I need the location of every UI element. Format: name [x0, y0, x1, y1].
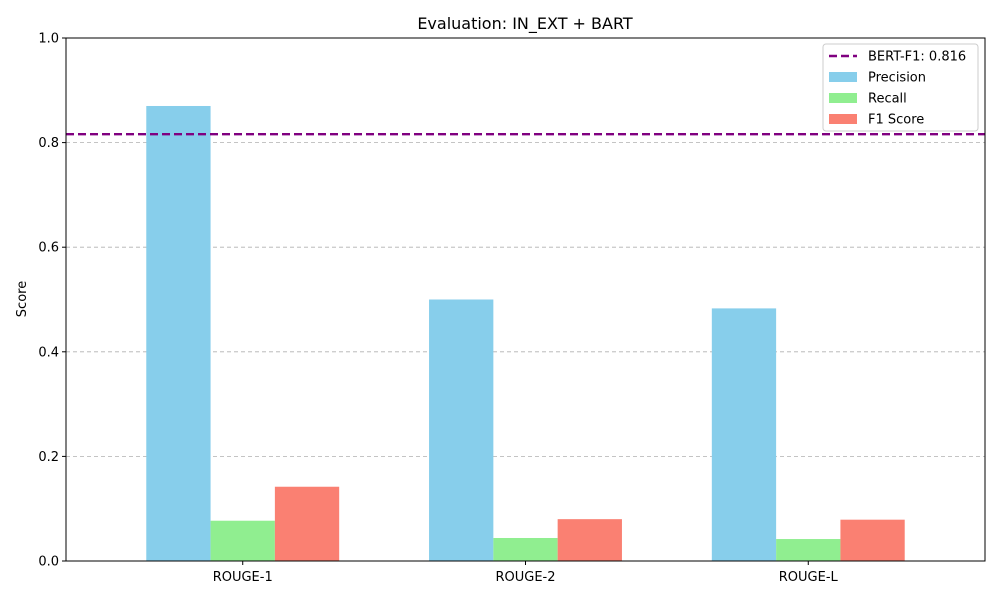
legend-box: [822, 43, 979, 132]
legend-label-f1-score: F1 Score: [868, 113, 924, 128]
x-tick-label: ROUGE-L: [779, 570, 839, 585]
y-tick-label: 0.8: [38, 136, 59, 151]
bar-f1-score-rouge-1: [274, 486, 340, 561]
grid-lines: [66, 142, 985, 457]
legend: BERT-F1: 0.816 Precision Recall F1 Score: [822, 43, 979, 132]
bar-f1-score-rouge-l: [840, 519, 905, 561]
bar-recall-rouge-2: [493, 537, 558, 561]
y-tick-label: 0.4: [38, 345, 59, 360]
chart-title: Evaluation: IN_EXT + BART: [417, 14, 633, 34]
legend-swatch-precision: [829, 72, 857, 82]
legend-swatch-recall: [829, 93, 857, 103]
x-tick-label: ROUGE-2: [495, 570, 555, 585]
bar-f1-score-rouge-2: [557, 519, 622, 561]
y-tick-label: 0.6: [38, 241, 59, 256]
bar-precision-rouge-l: [711, 308, 777, 561]
y-tick-label: 0.0: [38, 555, 59, 570]
y-tick-label: 1.0: [38, 32, 59, 47]
x-tick-label: ROUGE-1: [213, 570, 273, 585]
legend-label-bert-f1: BERT-F1: 0.816: [868, 50, 966, 65]
bar-recall-rouge-1: [210, 520, 275, 561]
legend-swatch-f1-score: [829, 114, 857, 124]
bar-precision-rouge-1: [146, 105, 211, 562]
bar-recall-rouge-l: [776, 539, 841, 561]
bar-precision-rouge-2: [429, 299, 494, 561]
legend-label-recall: Recall: [868, 92, 907, 107]
legend-label-precision: Precision: [868, 71, 926, 86]
y-axis-label: Score: [15, 281, 30, 317]
axes: 0.0 0.2 0.4 0.6 0.8 1.0 ROUGE-1 ROUGE-2 ROUGE-L: [38, 32, 986, 585]
bars: [146, 105, 905, 562]
y-tick-label: 0.2: [38, 450, 59, 465]
